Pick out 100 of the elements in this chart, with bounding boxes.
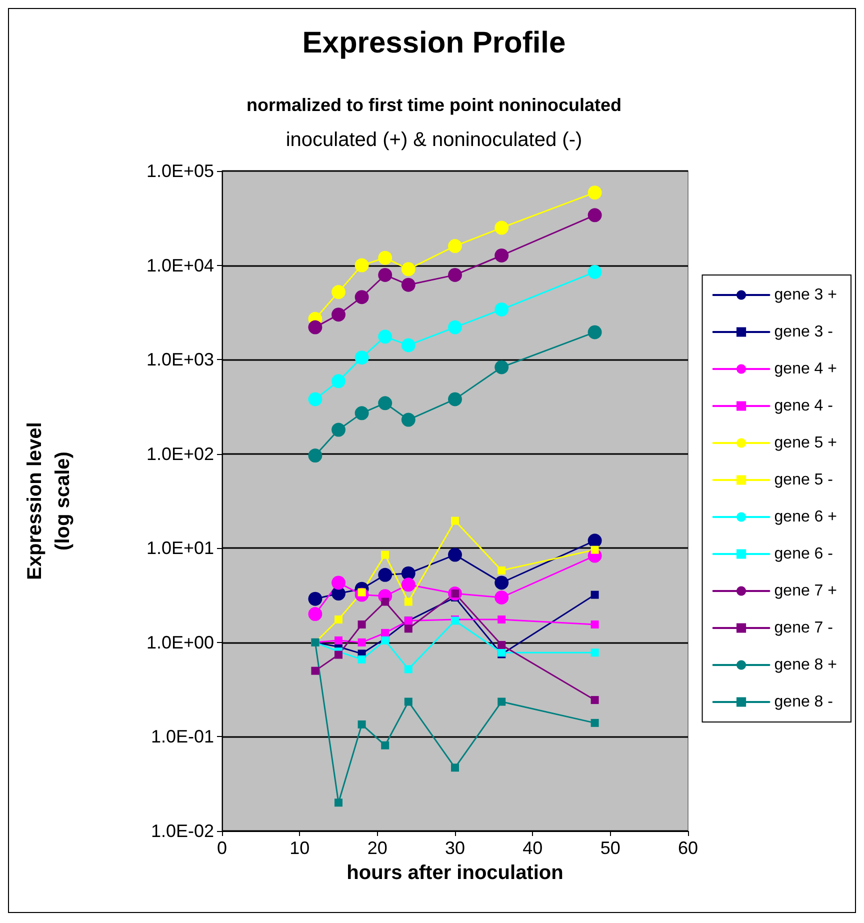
point (358, 638, 366, 646)
point (308, 592, 322, 606)
point (590, 620, 599, 628)
point (378, 330, 392, 344)
point (494, 590, 509, 604)
point (354, 406, 369, 420)
y-tick-label: 1.0E+05 (146, 161, 214, 181)
point (378, 396, 392, 410)
point (332, 374, 346, 388)
point (404, 624, 412, 633)
point (381, 550, 390, 559)
point (332, 285, 346, 300)
y-tick-label: 1.0E+03 (146, 350, 214, 370)
point (308, 607, 322, 622)
point (590, 648, 599, 657)
point (378, 568, 392, 582)
y-tick-label: 1.0E-02 (150, 821, 214, 841)
point (494, 576, 509, 590)
y-tick-label: 1.0E-01 (150, 726, 214, 747)
point (590, 546, 599, 554)
point (401, 578, 416, 592)
x-tick-label: 20 (367, 838, 388, 858)
point (590, 696, 599, 704)
x-tick-label: 30 (444, 838, 466, 858)
y-tick-label: 1.0E+00 (146, 632, 214, 652)
point (401, 262, 416, 276)
point (378, 250, 392, 265)
point (494, 248, 509, 262)
legend-label: gene 7 + (774, 582, 838, 600)
point (334, 636, 342, 644)
point (354, 258, 369, 272)
y-tick-label: 1.0E+02 (146, 444, 214, 464)
point (354, 350, 369, 365)
point (404, 665, 412, 674)
point (498, 640, 506, 649)
legend-label: gene 5 + (774, 434, 838, 452)
point (332, 576, 346, 590)
point (451, 764, 459, 772)
legend-label: gene 7 - (774, 620, 833, 636)
point (334, 650, 342, 659)
x-tick-label: 0 (216, 838, 228, 858)
legend-label: gene 5 - (774, 472, 833, 488)
point (334, 798, 342, 807)
point (588, 186, 602, 200)
chart-title: Expression Profile (302, 26, 566, 60)
y-tick-label: 1.0E+01 (146, 538, 214, 558)
point (358, 655, 366, 664)
point (404, 598, 412, 606)
point (590, 718, 599, 727)
legend-label: gene 3 - (774, 324, 833, 340)
point (451, 516, 459, 525)
point (494, 220, 509, 235)
x-tick-label: 10 (290, 838, 310, 858)
point (448, 320, 462, 334)
point (494, 360, 509, 374)
point (401, 412, 416, 427)
point (381, 741, 390, 750)
y-tick-label: 1.0E+04 (146, 255, 214, 276)
point (358, 720, 366, 728)
point (588, 208, 602, 222)
x-axis-title: hours after inoculation (346, 862, 564, 884)
legend-label: gene 4 - (774, 398, 833, 414)
point (404, 698, 412, 706)
legend-label: gene 3 + (774, 286, 838, 304)
point (448, 548, 462, 562)
point (448, 239, 462, 254)
legend-label: gene 6 + (774, 508, 838, 526)
x-tick-label: 40 (522, 838, 543, 858)
point (308, 392, 322, 406)
point (448, 392, 462, 406)
x-tick-label: 50 (600, 838, 620, 858)
point (311, 666, 320, 675)
point (358, 620, 366, 628)
point (381, 598, 390, 606)
point (448, 268, 462, 282)
legend-label: gene 6 - (774, 546, 833, 562)
point (308, 320, 322, 334)
point (332, 308, 346, 322)
point (590, 590, 599, 599)
point (588, 264, 602, 279)
point (498, 698, 506, 706)
point (498, 566, 506, 574)
point (354, 290, 369, 304)
legend-label: gene 8 + (774, 656, 838, 674)
legend-label: gene 8 - (774, 694, 833, 710)
point (588, 325, 602, 340)
point (334, 616, 342, 624)
text: inoculated (+) & noninoculated (-) (286, 129, 582, 151)
point (401, 278, 416, 292)
point (588, 534, 602, 548)
point (308, 448, 322, 463)
point (494, 302, 509, 316)
point (381, 628, 390, 637)
legend-label: gene 4 + (774, 360, 838, 378)
point (332, 422, 346, 437)
point (401, 338, 416, 352)
point (378, 268, 392, 282)
x-tick-label: 60 (678, 838, 698, 858)
chart-subtitle: normalized to first time point noninoculated (246, 95, 622, 115)
point (498, 616, 506, 624)
